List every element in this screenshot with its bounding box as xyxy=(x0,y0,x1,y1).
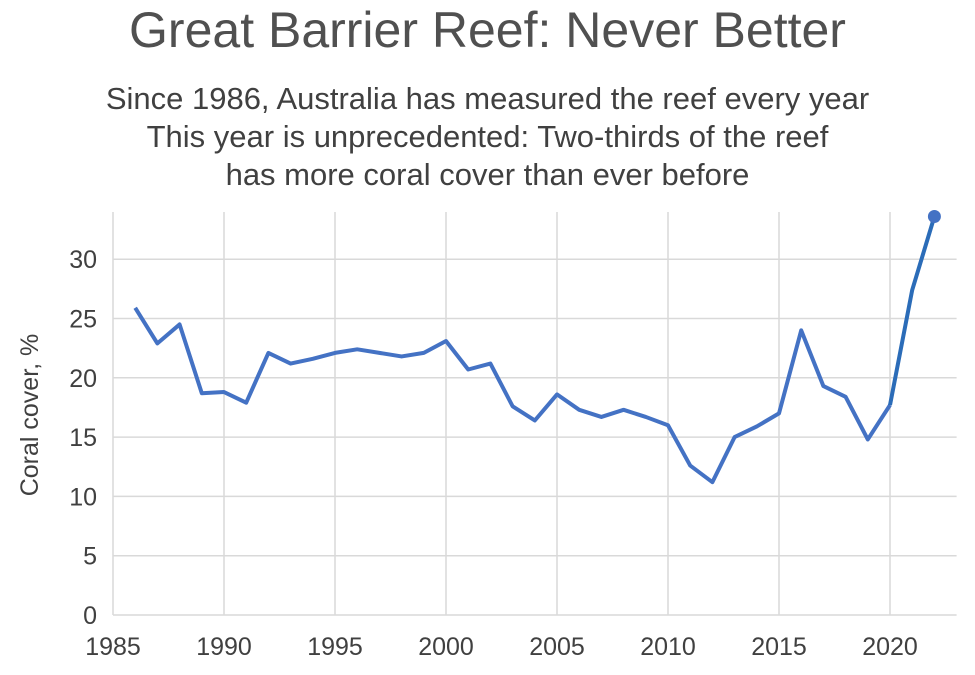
x-tick-label: 2005 xyxy=(529,633,585,661)
series-line-highlight xyxy=(888,215,937,406)
x-tick-label: 2010 xyxy=(640,633,696,661)
x-tick-label: 1995 xyxy=(307,633,363,661)
y-axis-label: Coral cover, % xyxy=(16,334,44,497)
tick-labels: 0 5 10 15 20 25 30 1985 1990 1995 2000 2005 2010 2015… xyxy=(69,246,918,661)
x-tick-label: 1990 xyxy=(196,633,252,661)
series-line xyxy=(133,306,892,485)
y-tick-label: 20 xyxy=(69,365,97,393)
subtitle-line-2: This year is unprecedented: Two-thirds o… xyxy=(146,119,829,154)
y-tick-label: 25 xyxy=(69,306,97,334)
series-coral-cover xyxy=(133,210,941,485)
chart-subtitle: Since 1986, Australia has measured the r… xyxy=(0,80,975,194)
gridlines xyxy=(112,212,957,616)
chart-title: Great Barrier Reef: Never Better xyxy=(129,2,846,58)
y-tick-label: 30 xyxy=(69,246,97,274)
final-data-point xyxy=(927,210,941,224)
subtitle-line-3: has more coral cover than ever before xyxy=(225,157,750,192)
x-tick-label: 2020 xyxy=(862,633,918,661)
x-tick-label: 1985 xyxy=(85,633,141,661)
y-tick-label: 10 xyxy=(69,483,97,511)
x-tick-label: 2000 xyxy=(418,633,474,661)
y-tick-label: 15 xyxy=(69,424,97,452)
y-tick-label: 0 xyxy=(83,602,97,630)
subtitle-line-1: Since 1986, Australia has measured the r… xyxy=(105,81,870,116)
x-tick-label: 2015 xyxy=(751,633,807,661)
y-tick-label: 5 xyxy=(83,543,97,571)
